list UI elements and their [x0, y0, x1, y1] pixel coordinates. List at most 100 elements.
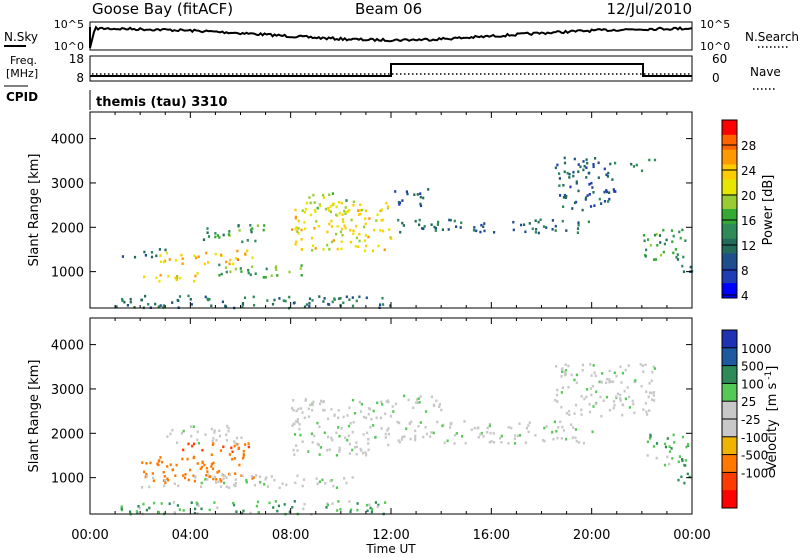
data-cell: [324, 207, 327, 211]
data-cell: [285, 483, 288, 487]
data-cell: [291, 424, 294, 427]
data-cell: [175, 276, 178, 280]
data-cell: [680, 475, 683, 479]
data-cell: [293, 433, 297, 436]
data-cell: [367, 407, 371, 410]
data-cell: [668, 450, 672, 453]
data-cell: [366, 509, 369, 513]
data-cell: [407, 398, 410, 402]
data-cell: [660, 253, 663, 257]
data-cell: [194, 476, 197, 479]
data-cell: [238, 463, 241, 467]
data-cell: [523, 223, 526, 226]
data-cell: [560, 437, 563, 440]
data-cell: [379, 416, 382, 420]
data-cell: [164, 481, 167, 485]
data-cell: [477, 436, 480, 439]
data-cell: [180, 432, 183, 435]
data-cell: [351, 430, 354, 434]
data-cell: [344, 212, 347, 215]
data-cell: [196, 462, 199, 465]
data-cell: [150, 255, 154, 259]
data-cell: [500, 434, 503, 438]
noise-left-tick-low: 10^0: [54, 40, 84, 53]
data-cell: [513, 442, 517, 445]
data-cell: [608, 369, 611, 373]
data-cell: [358, 232, 361, 236]
data-cell: [398, 203, 401, 206]
data-cell: [250, 475, 253, 478]
data-cell: [371, 507, 374, 511]
data-cell: [560, 405, 563, 409]
data-cell: [584, 198, 587, 201]
data-cell: [367, 235, 370, 239]
data-cell: [398, 440, 401, 444]
data-cell: [381, 218, 384, 222]
data-cell: [425, 432, 429, 436]
data-cell: [558, 177, 561, 180]
data-cell: [218, 434, 222, 438]
data-cell: [556, 400, 559, 403]
data-cell: [326, 230, 329, 234]
data-cell: [303, 211, 306, 214]
data-cell: [141, 486, 144, 489]
data-cell: [223, 481, 226, 485]
data-cell: [555, 365, 558, 368]
data-cell: [562, 184, 565, 187]
data-cell: [653, 233, 657, 237]
data-cell: [640, 169, 644, 173]
data-cell: [329, 205, 332, 208]
data-cell: [298, 423, 301, 426]
data-cell: [580, 413, 583, 416]
data-cell: [419, 204, 423, 208]
data-cell: [621, 371, 624, 375]
data-cell: [351, 296, 354, 299]
data-cell: [321, 478, 324, 482]
data-cell: [301, 411, 304, 414]
data-cell: [568, 176, 571, 179]
freq-panel-frame: [89, 55, 693, 82]
data-cell: [171, 468, 175, 471]
data-cell: [159, 273, 162, 277]
data-cell: [193, 479, 196, 483]
station-title: Goose Bay (fitACF): [92, 0, 233, 18]
data-cell: [425, 410, 428, 413]
data-cell: [371, 249, 375, 253]
data-cell: [435, 399, 438, 403]
data-cell: [612, 400, 616, 403]
data-cell: [430, 223, 433, 226]
data-cell: [147, 303, 150, 306]
data-cell: [374, 436, 377, 439]
data-cell: [273, 478, 276, 482]
data-cell: [651, 370, 654, 374]
data-cell: [251, 265, 254, 269]
data-cell: [135, 510, 138, 513]
power-colorbar-tick-label: 24: [741, 164, 756, 178]
data-cell: [577, 221, 580, 224]
data-cell: [229, 270, 232, 274]
data-cell: [168, 258, 171, 261]
data-cell: [251, 227, 254, 230]
data-cell: [676, 253, 679, 256]
data-cell: [417, 397, 420, 400]
data-cell: [598, 197, 601, 201]
data-cell: [365, 296, 368, 300]
data-cell: [214, 235, 217, 239]
data-cell: [329, 479, 332, 483]
data-cell: [671, 240, 674, 243]
data-cell: [129, 297, 132, 301]
data-cell: [368, 217, 371, 220]
data-cell: [373, 228, 376, 232]
data-cell: [235, 510, 238, 513]
data-cell: [266, 299, 269, 302]
data-cell: [292, 301, 295, 305]
data-cell: [362, 225, 366, 229]
data-cell: [592, 405, 595, 408]
data-cell: [385, 400, 388, 403]
data-cell: [189, 425, 193, 428]
data-cell: [331, 438, 334, 442]
data-cell: [460, 221, 463, 225]
data-cell: [413, 193, 416, 196]
data-cell: [397, 439, 400, 442]
data-cell: [358, 400, 361, 404]
